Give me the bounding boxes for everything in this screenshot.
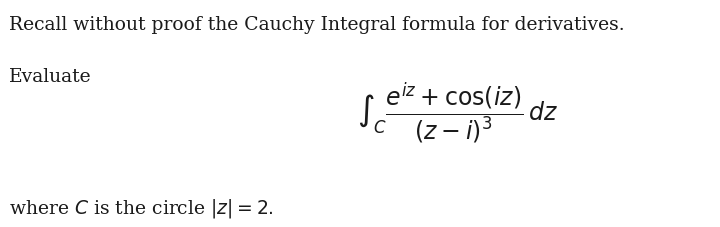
Text: Recall without proof the Cauchy Integral formula for derivatives.: Recall without proof the Cauchy Integral… — [9, 16, 624, 34]
Text: Evaluate: Evaluate — [9, 68, 91, 86]
Text: where $C$ is the circle $|z| = 2.$: where $C$ is the circle $|z| = 2.$ — [9, 197, 274, 220]
Text: $\int_C \dfrac{e^{iz} + \cos(iz)}{(z - i)^3}\,dz$: $\int_C \dfrac{e^{iz} + \cos(iz)}{(z - i… — [356, 81, 558, 146]
